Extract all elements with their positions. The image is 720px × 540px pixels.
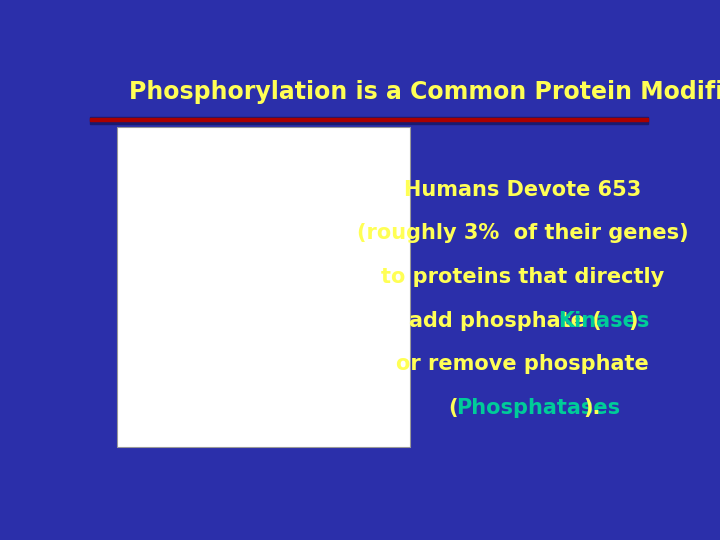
Text: Phosphatases: Phosphatases (456, 398, 620, 418)
Text: ).: ). (583, 398, 600, 418)
Text: (roughly 3%  of their genes): (roughly 3% of their genes) (356, 223, 688, 243)
Text: add phosphate (: add phosphate ( (409, 310, 601, 330)
FancyBboxPatch shape (117, 127, 410, 447)
Text: to proteins that directly: to proteins that directly (381, 267, 664, 287)
Text: Humans Devote 653: Humans Devote 653 (404, 179, 641, 200)
Bar (90, 118, 648, 122)
Text: Kinases: Kinases (558, 310, 649, 330)
Text: Phosphorylation is a Common Protein Modification: Phosphorylation is a Common Protein Modi… (129, 80, 720, 104)
Text: (: ( (449, 398, 458, 418)
Bar (90, 117, 648, 124)
Text: or remove phosphate: or remove phosphate (396, 354, 649, 374)
Text: ): ) (629, 310, 639, 330)
